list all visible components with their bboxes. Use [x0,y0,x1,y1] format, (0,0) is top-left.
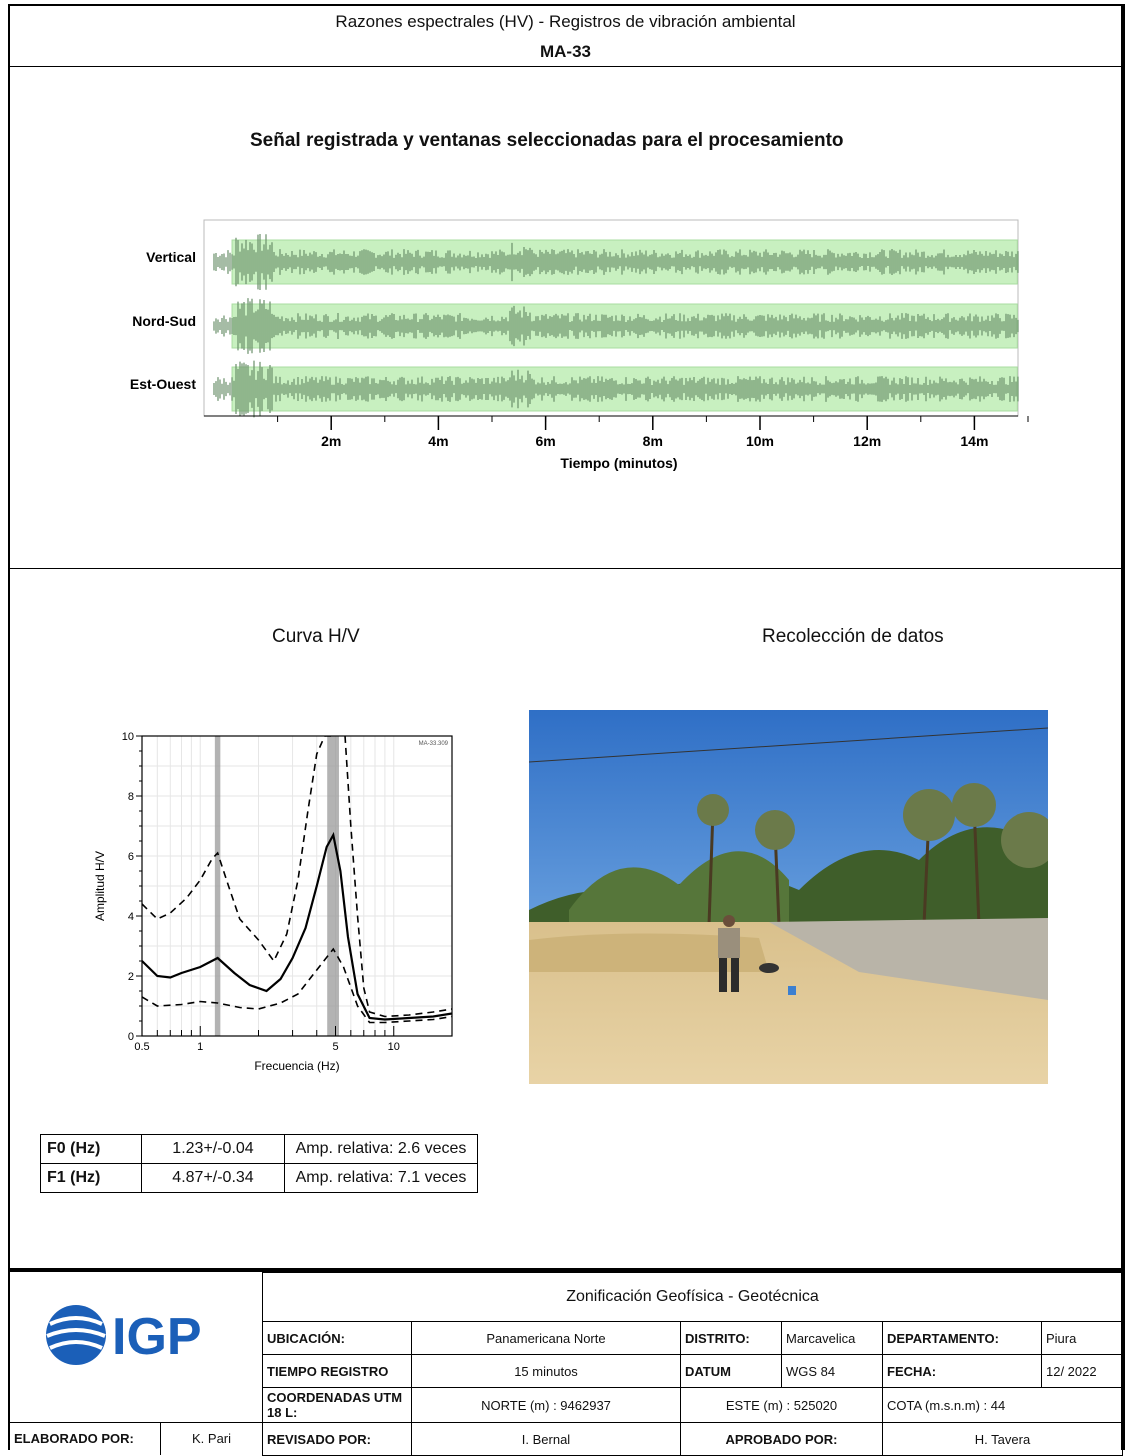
time-tick-label: 8m [643,433,663,449]
elaborado-row: ELABORADO POR: K. Pari [10,1422,262,1455]
time-tick-label: 14m [960,433,988,449]
coord-label: COORDENADAS UTM 18 L: [262,1387,412,1423]
metadata-table: Zonificación Geofísica - Geotécnica UBIC… [262,1272,1123,1456]
channel-label-vertical: Vertical [146,249,196,265]
time-tick-label: 4m [428,433,448,449]
x-tick-label: 10 [388,1041,400,1053]
time-tick-label: 10m [746,433,774,449]
logo-text: IGP [112,1308,202,1366]
field-photo [529,710,1048,1084]
hv-curve-title: Curva H/V [272,626,360,647]
revisado-value: I. Bernal [411,1422,681,1456]
y-axis-label: Amplitud H/V [93,851,107,921]
hv-std-curve [344,736,452,1018]
f0-value: 1.23+/-0.04 [141,1134,285,1164]
f0-label: F0 (Hz) [40,1134,142,1164]
channel-label-nord-sud: Nord-Sud [132,313,196,329]
x-tick-label: 0.5 [134,1041,149,1053]
elaborado-label: ELABORADO POR: [14,1431,134,1446]
peak-band [214,736,221,1036]
f1-amp: Amp. relativa: 7.1 veces [284,1163,478,1193]
hv-std-curve [142,947,452,1024]
report-title: Razones espectrales (HV) - Registros de … [335,12,796,31]
channel-label-est-ouest: Est-Ouest [130,376,196,392]
hv-std-curve [142,736,334,963]
tiempo-value: 15 minutos [411,1354,681,1388]
revisado-label: REVISADO POR: [262,1422,412,1456]
signal-title: Señal registrada y ventanas seleccionada… [250,130,844,151]
table-row: F0 (Hz) 1.23+/-0.04 Amp. relativa: 2.6 v… [40,1134,478,1164]
x-axis-label: Frecuencia (Hz) [254,1059,339,1073]
hv-mean-curve [142,831,452,1021]
distrito-value: Marcavelica [781,1321,883,1355]
este-value: ESTE (m) : 525020 [680,1387,883,1423]
report-sheet: Razones espectrales (HV) - Registros de … [8,4,1125,1456]
time-tick-label: 6m [535,433,555,449]
departamento-label: DEPARTAMENTO: [882,1321,1042,1355]
elaborado-value: K. Pari [192,1431,232,1446]
distrito-label: DISTRITO: [680,1321,782,1355]
x-tick-label: 5 [332,1041,338,1053]
time-tick-label: 2m [321,433,341,449]
aprobado-label: APROBADO POR: [680,1422,883,1456]
departamento-value: Piura [1041,1321,1123,1355]
project-name: Zonificación Geofísica - Geotécnica [262,1272,1123,1322]
chart-corner-label: MA-33.309 [419,741,449,747]
report-header: Razones espectrales (HV) - Registros de … [10,6,1121,67]
igp-logo: IGP [40,1290,220,1380]
tiempo-label: TIEMPO REGISTRO [262,1354,412,1388]
signal-trace [213,298,1019,354]
peak-frequency-table: F0 (Hz) 1.23+/-0.04 Amp. relativa: 2.6 v… [40,1134,478,1193]
photo-title: Recolección de datos [762,626,944,647]
person-figure [718,915,740,992]
hv-chart: 0 2 4 6 8 10 0.5 1 5 10 Frecuencia (Hz) Amplitud H/… [93,731,453,1073]
x-tick-label: 1 [197,1041,203,1053]
ubicacion-value: Panamericana Norte [411,1321,681,1355]
y-tick-label: 6 [128,851,134,863]
signal-trace [213,360,1019,418]
f1-label: F1 (Hz) [40,1163,142,1193]
peak-band [327,736,339,1036]
fecha-value: 12/ 2022 [1041,1354,1123,1388]
signal-trace [213,233,1019,291]
station-code: MA-33 [539,42,591,61]
y-tick-label: 4 [128,911,134,923]
section-divider [10,568,1121,569]
aprobado-value: H. Tavera [882,1422,1123,1456]
y-tick-label: 10 [122,731,134,743]
y-tick-label: 2 [128,971,134,983]
table-row: F1 (Hz) 4.87+/-0.34 Amp. relativa: 7.1 v… [40,1163,478,1193]
ubicacion-label: UBICACIÓN: [262,1321,412,1355]
datum-value: WGS 84 [781,1354,883,1388]
time-tick-label: 12m [853,433,881,449]
datum-label: DATUM [680,1354,782,1388]
y-tick-label: 8 [128,791,134,803]
time-axis-label: Tiempo (minutos) [560,455,677,471]
y-tick-label: 0 [128,1031,134,1043]
f0-amp: Amp. relativa: 2.6 veces [284,1134,478,1164]
signal-panel: Vertical Nord-Sud Est-Ouest 2m 4m 6m 8m 10m 1… [130,219,1029,471]
f1-value: 4.87+/-0.34 [141,1163,285,1193]
cota-value: COTA (m.s.n.m) : 44 [882,1387,1123,1423]
footer-block: IGP Zonificación Geofísica - Geotécnica … [10,1268,1123,1456]
norte-value: NORTE (m) : 9462937 [411,1387,681,1423]
fecha-label: FECHA: [882,1354,1042,1388]
